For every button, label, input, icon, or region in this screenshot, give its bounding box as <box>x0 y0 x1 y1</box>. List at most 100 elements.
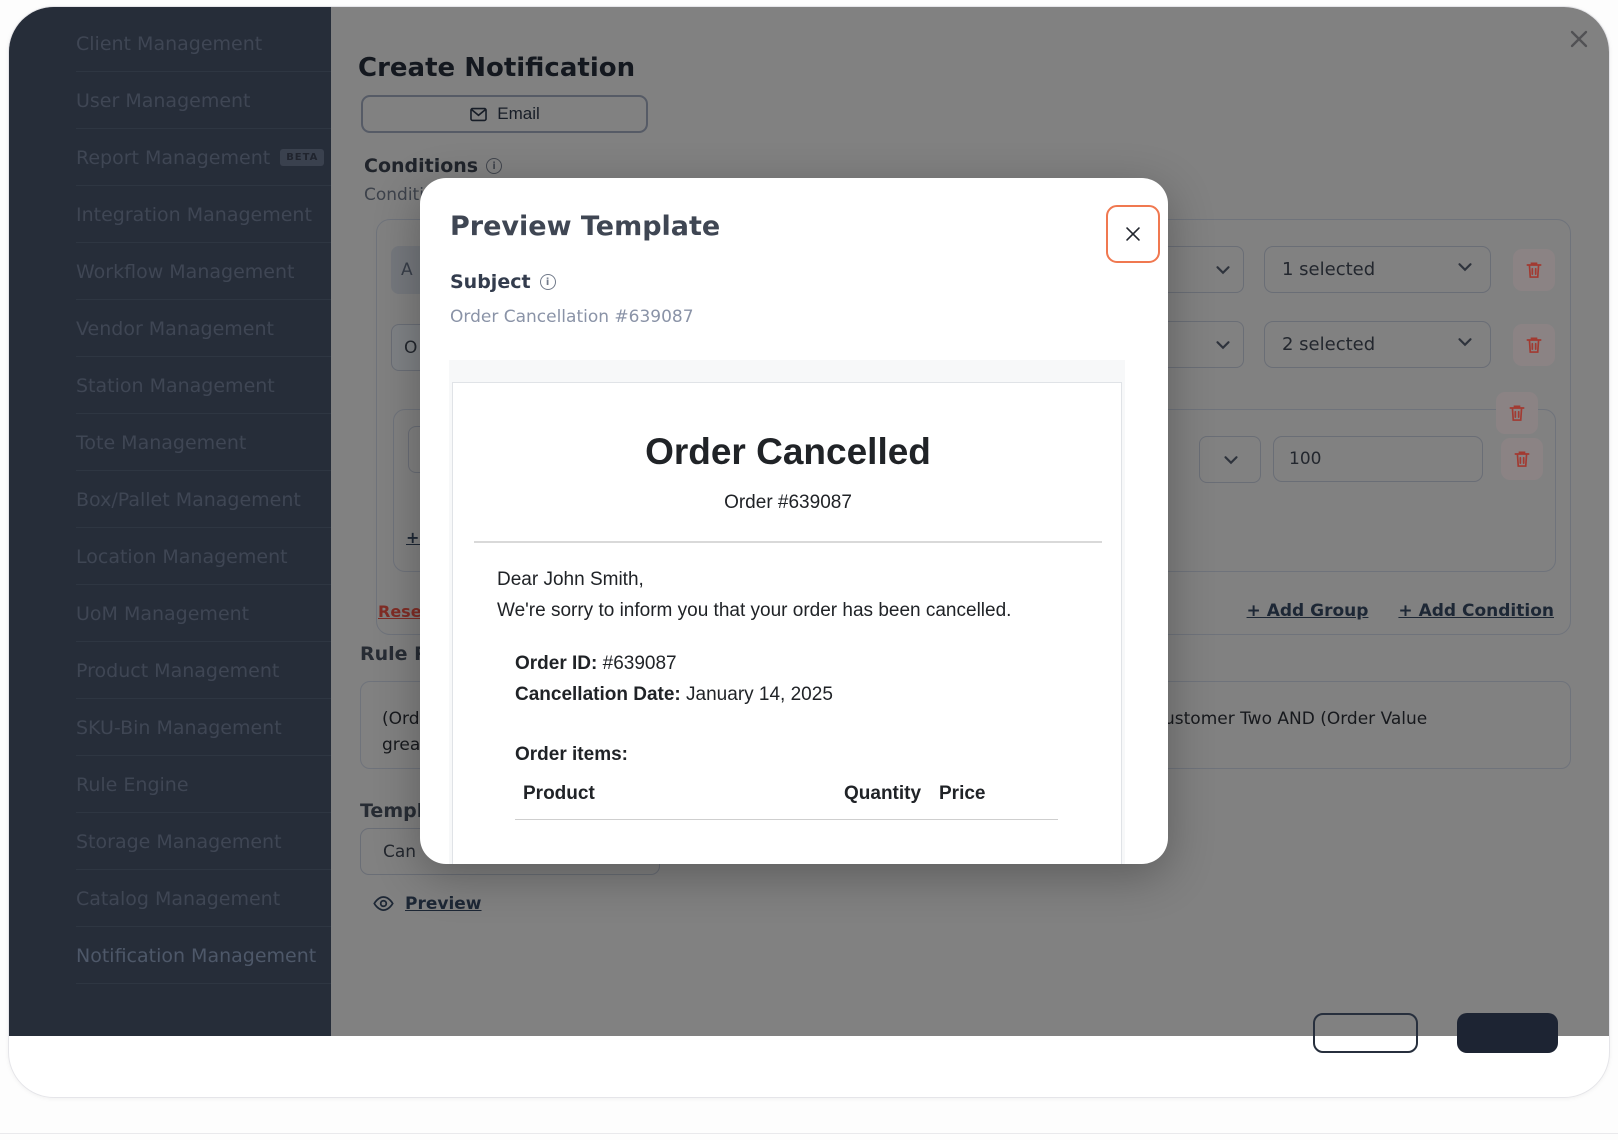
email-cancellation-row: Cancellation Date: January 14, 2025 <box>515 684 833 706</box>
column-header-price: Price <box>939 783 986 804</box>
add-group-link[interactable]: + Add Group <box>1246 601 1369 621</box>
email-message: We're sorry to inform you that your orde… <box>497 600 1012 621</box>
modal-title: Preview Template <box>450 211 721 242</box>
page-title: Create Notification <box>358 53 636 83</box>
sidebar-item-label: Notification Management <box>76 944 317 967</box>
sidebar-item-station-management[interactable]: Station Management <box>9 357 331 414</box>
sidebar-item-user-management[interactable]: User Management <box>9 72 331 129</box>
sidebar: Client Management User Management Report… <box>9 7 331 1036</box>
info-icon[interactable]: i <box>486 158 503 174</box>
conditions-heading: Conditions i <box>364 155 503 177</box>
email-preview-card: Order Cancelled Order #639087 Dear John … <box>452 382 1122 864</box>
sidebar-item-integration-management[interactable]: Integration Management <box>9 186 331 243</box>
sidebar-item-label: Box/Pallet Management <box>76 488 301 511</box>
value-multiselect-2[interactable]: 2 selected <box>1264 321 1491 368</box>
sidebar-item-storage-management[interactable]: Storage Management <box>9 813 331 870</box>
trash-icon <box>1507 403 1527 423</box>
window-close-icon[interactable] <box>1565 25 1593 53</box>
email-greeting: Dear John Smith, <box>497 569 644 590</box>
sidebar-item-product-management[interactable]: Product Management <box>9 642 331 699</box>
email-order-id-row: Order ID: #639087 <box>515 653 677 675</box>
sidebar-item-sku-bin-management[interactable]: SKU-Bin Management <box>9 699 331 756</box>
email-channel-button[interactable]: Email <box>361 95 648 133</box>
sidebar-item-label: UoM Management <box>76 602 250 625</box>
chevron-down-icon <box>1212 334 1234 356</box>
preview-link-label: Preview <box>405 893 482 914</box>
chevron-down-icon <box>1454 256 1476 283</box>
email-divider <box>474 541 1102 543</box>
info-icon[interactable]: i <box>539 274 556 290</box>
beta-badge: BETA <box>280 149 325 166</box>
eye-icon <box>373 893 394 914</box>
add-condition-link[interactable]: + Add Condition <box>1398 601 1554 621</box>
modal-close-button[interactable] <box>1106 205 1160 263</box>
sidebar-item-label: Client Management <box>76 32 263 55</box>
sidebar-item-label: Vendor Management <box>76 317 274 340</box>
sidebar-item-notification-management[interactable]: Notification Management <box>9 927 331 984</box>
sidebar-item-location-management[interactable]: Location Management <box>9 528 331 585</box>
sidebar-item-box-pallet-management[interactable]: Box/Pallet Management <box>9 471 331 528</box>
amount-input[interactable]: 100 <box>1273 436 1483 482</box>
column-header-product: Product <box>523 783 595 804</box>
sidebar-item-label: Product Management <box>76 659 280 682</box>
sidebar-item-label: Storage Management <box>76 830 282 853</box>
delete-group-button[interactable] <box>1496 392 1538 434</box>
preview-template-link[interactable]: Preview <box>373 893 482 914</box>
cancel-button[interactable] <box>1313 1013 1418 1053</box>
delete-condition-button[interactable] <box>1501 438 1543 480</box>
conditions-subtext: Conditi <box>364 185 424 205</box>
conditions-heading-label: Conditions <box>364 155 479 177</box>
column-header-quantity: Quantity <box>844 783 922 804</box>
multiselect-value: 1 selected <box>1282 259 1376 280</box>
sidebar-item-catalog-management[interactable]: Catalog Management <box>9 870 331 927</box>
rule-preview-heading: Rule P <box>360 643 429 665</box>
chevron-down-icon <box>1454 331 1476 358</box>
sidebar-item-label: User Management <box>76 89 251 112</box>
reset-link[interactable]: Rese <box>378 602 422 621</box>
template-select-value: Can <box>383 841 417 862</box>
subject-value: Order Cancellation #639087 <box>450 307 694 327</box>
delete-condition-button[interactable] <box>1513 324 1555 366</box>
cancellation-date-value: January 14, 2025 <box>686 684 833 705</box>
multiselect-value: 2 selected <box>1282 334 1376 355</box>
mail-icon <box>469 105 488 124</box>
rule-preview-text: ustomer Two AND (Order Value <box>1164 709 1428 729</box>
order-id-label: Order ID: <box>515 653 598 674</box>
trash-icon <box>1512 449 1532 469</box>
email-items-label: Order items: <box>515 744 628 765</box>
subject-label-row: Subject i <box>450 271 556 293</box>
submit-button[interactable] <box>1457 1013 1558 1053</box>
operator-select[interactable] <box>1199 436 1261 483</box>
sidebar-item-client-management[interactable]: Client Management <box>9 15 331 72</box>
condition-actions: + Add Group + Add Condition <box>909 601 1554 621</box>
preview-template-modal: Preview Template Subject i Order Cancell… <box>420 178 1168 864</box>
sidebar-item-vendor-management[interactable]: Vendor Management <box>9 300 331 357</box>
chevron-down-icon <box>1212 259 1234 281</box>
value-multiselect-1[interactable]: 1 selected <box>1264 246 1491 293</box>
sidebar-item-label: SKU-Bin Management <box>76 716 282 739</box>
sidebar-item-workflow-management[interactable]: Workflow Management <box>9 243 331 300</box>
sidebar-item-tote-management[interactable]: Tote Management <box>9 414 331 471</box>
close-icon <box>1122 223 1144 245</box>
sidebar-item-label: Station Management <box>76 374 275 397</box>
template-heading: Templ <box>360 800 424 822</box>
trash-icon <box>1524 260 1544 280</box>
sidebar-item-rule-engine[interactable]: Rule Engine <box>9 756 331 813</box>
subject-label: Subject <box>450 271 531 293</box>
order-id-value: #639087 <box>602 653 677 674</box>
delete-condition-button[interactable] <box>1513 249 1555 291</box>
sidebar-item-report-management[interactable]: Report Management BETA <box>9 129 331 186</box>
sidebar-item-uom-management[interactable]: UoM Management <box>9 585 331 642</box>
email-preview-wrapper: Order Cancelled Order #639087 Dear John … <box>449 360 1125 864</box>
sidebar-item-label: Rule Engine <box>76 773 189 796</box>
email-button-label: Email <box>497 104 540 123</box>
trash-icon <box>1524 335 1544 355</box>
chevron-down-icon <box>1220 449 1242 471</box>
rule-preview-text: (Ord <box>382 709 420 729</box>
amount-value: 100 <box>1289 449 1322 469</box>
table-header-divider <box>515 819 1058 820</box>
sidebar-item-label: Workflow Management <box>76 260 295 283</box>
sidebar-item-label: Integration Management <box>76 203 312 226</box>
sidebar-item-label: Report Management <box>76 146 271 169</box>
